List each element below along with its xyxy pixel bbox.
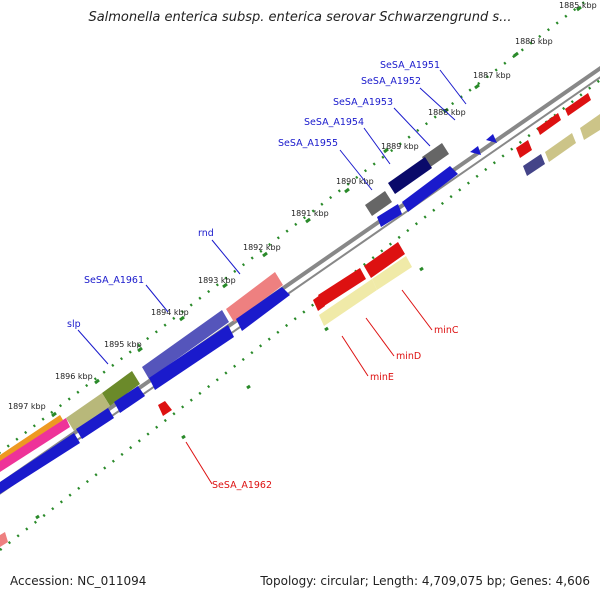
kbp-label: 1885 kbp	[559, 1, 597, 10]
gene-arrow	[565, 93, 591, 116]
gene-arrow	[158, 401, 172, 416]
gene-arrow	[422, 143, 449, 168]
gene-label: SeSA_A1954	[304, 117, 364, 128]
forward-gene-labels: SeSA_A1951 SeSA_A1952 SeSA_A1953 SeSA_A1…	[67, 60, 440, 330]
gene-arrow	[388, 157, 432, 194]
gene-label: SeSA_A1961	[84, 275, 144, 286]
gene-arrow	[76, 408, 114, 439]
gene-arrow	[0, 433, 80, 494]
gene-arrow	[149, 325, 234, 390]
gene-arrow	[0, 415, 63, 461]
map-title: Salmonella enterica subsp. enterica sero…	[88, 10, 512, 25]
outer-tick-ring	[0, 0, 590, 454]
gene-arrow	[142, 310, 229, 379]
gene-label: SeSA_A1951	[380, 60, 440, 71]
inner-tick-ring	[0, 79, 600, 551]
kbp-labels: 1885 kbp 1886 kbp 1887 kbp 1888 kbp 1889…	[8, 1, 597, 411]
kbp-label: 1887 kbp	[473, 71, 511, 80]
gene-label: slp	[67, 319, 81, 330]
gene-arrow	[364, 242, 405, 278]
gene-arrow	[66, 393, 110, 431]
kbp-label: 1886 kbp	[515, 37, 553, 46]
gene-arrow	[236, 287, 290, 331]
gene-arrow	[0, 532, 8, 547]
gene-arrow	[545, 133, 576, 162]
gene-arrow	[102, 371, 140, 406]
gene-arrow	[377, 204, 402, 227]
gene-arrow	[318, 268, 366, 306]
kbp-label: 1896 kbp	[55, 372, 93, 381]
kbp-label: 1894 kbp	[151, 308, 189, 317]
gene-arrow	[0, 418, 70, 472]
forward-genes	[0, 93, 591, 494]
gene-label: minE	[370, 372, 394, 383]
accession-label: Accession: NC_011094	[10, 574, 147, 588]
reverse-genes	[0, 114, 600, 547]
kbp-label: 1889 kbp	[381, 142, 419, 151]
gene-label: SeSA_A1952	[361, 76, 421, 87]
gene-arrow	[114, 386, 145, 413]
gene-arrow	[319, 279, 377, 326]
reverse-leaders	[185, 289, 433, 485]
topology-label: Topology: circular; Length: 4,709,075 bp…	[260, 574, 590, 588]
kbp-label: 1897 kbp	[8, 402, 46, 411]
gene-label: rnd	[198, 228, 214, 239]
gene-arrow	[313, 295, 325, 311]
kbp-label: 1895 kbp	[104, 340, 142, 349]
outer-major-ticks	[51, 5, 582, 418]
gene-arrow	[486, 134, 497, 143]
gene-arrow	[365, 191, 392, 216]
gene-arrow	[226, 272, 283, 322]
gene-arrow	[523, 154, 545, 176]
gene-label: SeSA_A1955	[278, 138, 338, 149]
gene-label: minD	[396, 351, 421, 362]
gene-arrow	[372, 256, 412, 290]
gene-label: SeSA_A1962	[212, 480, 272, 491]
kbp-label: 1892 kbp	[243, 243, 281, 252]
gene-label: SeSA_A1953	[333, 97, 393, 108]
gene-arrow	[402, 166, 458, 212]
gene-arrow	[516, 140, 532, 158]
gene-label: minC	[434, 325, 459, 336]
kbp-label: 1891 kbp	[291, 209, 329, 218]
gene-arrow	[537, 113, 561, 135]
forward-leaders	[77, 69, 467, 365]
gene-arrow	[470, 146, 481, 155]
kbp-label: 1893 kbp	[198, 276, 236, 285]
kbp-label: 1890 kbp	[336, 177, 374, 186]
gene-arrow	[580, 114, 600, 140]
reverse-gene-labels: minC minD minE SeSA_A1962	[212, 325, 459, 491]
